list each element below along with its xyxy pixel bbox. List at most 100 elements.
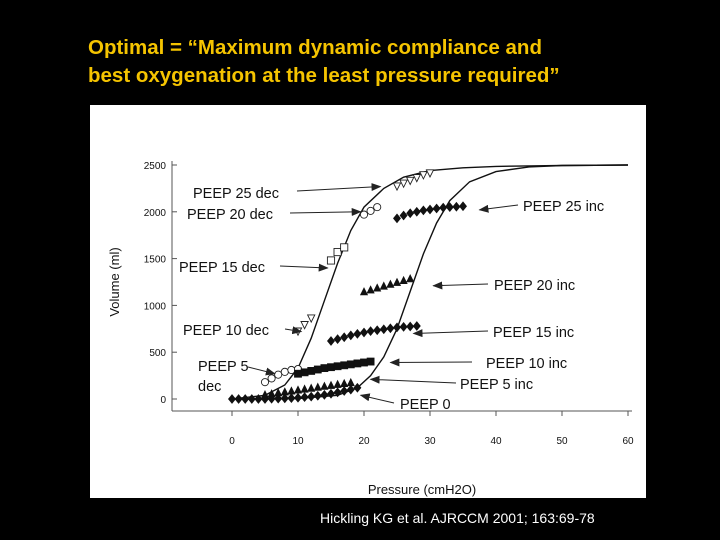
point-peep-15-inc-10 (393, 322, 401, 333)
annotation-label-peep-5-line-2: dec (198, 379, 221, 395)
point-peep-5-inc-7 (307, 383, 316, 392)
point-peep-5-dec-3 (280, 367, 289, 376)
point-peep-10-dec-2 (306, 314, 316, 324)
point-peep-15-inc-4 (353, 329, 362, 339)
annotation-arrow-6 (432, 281, 489, 290)
point-peep-5-inc-8 (313, 382, 322, 391)
annotation-arrow-1 (289, 207, 362, 216)
point-peep-15-inc-6 (366, 326, 375, 336)
y-tick-label-5: 2500 (144, 161, 167, 172)
point-peep-20-inc-2 (373, 283, 382, 292)
annotation-arrow-3 (284, 326, 303, 335)
point-peep-15-inc-0 (327, 336, 335, 346)
x-tick-label-3: 30 (424, 436, 436, 447)
annotation-label-peep-5-dec: PEEP 5 (198, 359, 249, 375)
point-peep-25-inc-2 (406, 208, 415, 219)
annotation-label-peep-0: PEEP 0 (400, 397, 451, 413)
point-peep-25-inc-6 (432, 203, 441, 214)
point-peep-15-dec-1 (333, 247, 342, 257)
point-peep-25-inc-8 (445, 202, 454, 212)
y-tick-label-1: 500 (149, 348, 166, 359)
annotation-label-peep-15-inc: PEEP 15 inc (493, 325, 574, 341)
point-peep-5-dec-2 (274, 370, 283, 379)
point-peep-15-dec-0 (326, 256, 336, 265)
point-peep-10-inc-10 (360, 358, 368, 367)
point-peep-25-inc-10 (459, 201, 467, 212)
point-peep-10-inc-4 (320, 364, 329, 373)
point-peep-10-dec-1 (300, 321, 309, 330)
point-peep-5-inc-13 (346, 377, 355, 387)
point-peep-5-inc-10 (326, 380, 336, 389)
point-peep-0-1 (234, 394, 243, 404)
deflation-limb-curve (231, 164, 629, 400)
point-peep-15-inc-7 (373, 325, 382, 336)
point-peep-0-18 (346, 384, 355, 395)
point-peep-15-dec-2 (340, 243, 349, 252)
point-peep-5-inc-12 (340, 378, 349, 388)
point-peep-0-0 (228, 394, 236, 404)
y-tick-label-2: 1000 (144, 301, 167, 312)
point-peep-15-inc-9 (386, 323, 395, 334)
point-peep-20-inc-4 (386, 279, 395, 288)
point-peep-25-dec-5 (425, 169, 435, 179)
annotation-label-peep-10-dec: PEEP 10 dec (183, 323, 269, 339)
annotation-label-peep-25-inc: PEEP 25 inc (523, 199, 604, 215)
point-peep-10-inc-9 (353, 359, 362, 368)
point-peep-25-dec-1 (399, 179, 408, 189)
point-peep-5-inc-6 (300, 384, 309, 393)
point-peep-20-dec-2 (373, 203, 382, 212)
point-peep-5-dec-0 (260, 378, 270, 387)
point-peep-20-inc-6 (399, 275, 408, 284)
annotation-arrow-9 (369, 375, 457, 384)
slide-title-line-1: Optimal = “Maximum dynamic compliance an… (88, 36, 542, 59)
annotation-label-peep-25-dec: PEEP 25 dec (193, 186, 279, 202)
point-peep-10-inc-0 (294, 369, 302, 378)
point-peep-0-10 (294, 392, 302, 403)
y-axis-title: Volume (ml) (107, 247, 122, 316)
point-peep-15-inc-11 (399, 322, 408, 332)
y-tick-label-0: 0 (160, 395, 166, 406)
point-peep-0-16 (333, 387, 342, 398)
point-peep-0-12 (307, 391, 316, 402)
point-peep-0-11 (300, 392, 309, 402)
point-peep-25-inc-1 (399, 210, 408, 221)
point-peep-0-13 (313, 390, 322, 401)
point-peep-0-8 (280, 393, 289, 404)
point-peep-5-inc-4 (287, 386, 296, 395)
point-peep-25-inc-4 (419, 205, 428, 216)
pressure-volume-chart: 0 500 1000 1500 2000 2500 0 10 20 30 40 50 60 Pressur… (107, 161, 634, 497)
point-peep-25-dec-2 (405, 176, 415, 186)
figure-panel: 0 500 1000 1500 2000 2500 0 10 20 30 40 50 60 Pressur… (90, 105, 646, 498)
point-peep-25-dec-3 (412, 174, 422, 183)
slide-title-line-2: best oxygenation at the least pressure r… (88, 64, 560, 87)
point-peep-10-inc-8 (346, 360, 355, 369)
point-peep-0-5 (261, 394, 269, 404)
point-peep-25-inc-5 (426, 204, 434, 215)
annotation-arrow-2 (279, 263, 329, 272)
annotation-arrow-4 (247, 366, 276, 376)
point-peep-0-17 (340, 386, 349, 396)
point-peep-15-inc-2 (340, 332, 349, 343)
point-peep-25-inc-3 (412, 206, 421, 217)
annotation-label-peep-20-inc: PEEP 20 inc (494, 278, 575, 294)
annotation-label-peep-20-dec: PEEP 20 dec (187, 207, 273, 223)
slide-title: Optimal = “Maximum dynamic compliance an… (88, 34, 708, 90)
point-peep-0-3 (247, 394, 256, 404)
point-peep-10-inc-1 (300, 368, 309, 377)
annotation-arrow-0 (296, 183, 382, 192)
y-tick-label-3: 1500 (144, 255, 167, 266)
point-peep-15-inc-8 (379, 324, 388, 335)
point-peep-20-inc-5 (392, 277, 402, 286)
point-peep-10-inc-5 (327, 363, 335, 372)
point-peep-5-dec-1 (267, 374, 276, 383)
x-tick-label-0: 0 (229, 436, 235, 447)
point-peep-0-19 (353, 382, 362, 393)
point-peep-20-dec-1 (366, 206, 375, 215)
point-peep-5-inc-5 (293, 385, 303, 394)
x-tick-label-1: 10 (292, 436, 304, 447)
point-peep-0-15 (327, 388, 335, 399)
point-peep-10-inc-2 (307, 367, 316, 375)
point-peep-10-inc-7 (340, 361, 349, 370)
annotation-arrow-10 (359, 393, 395, 404)
point-peep-25-dec-0 (392, 182, 402, 192)
